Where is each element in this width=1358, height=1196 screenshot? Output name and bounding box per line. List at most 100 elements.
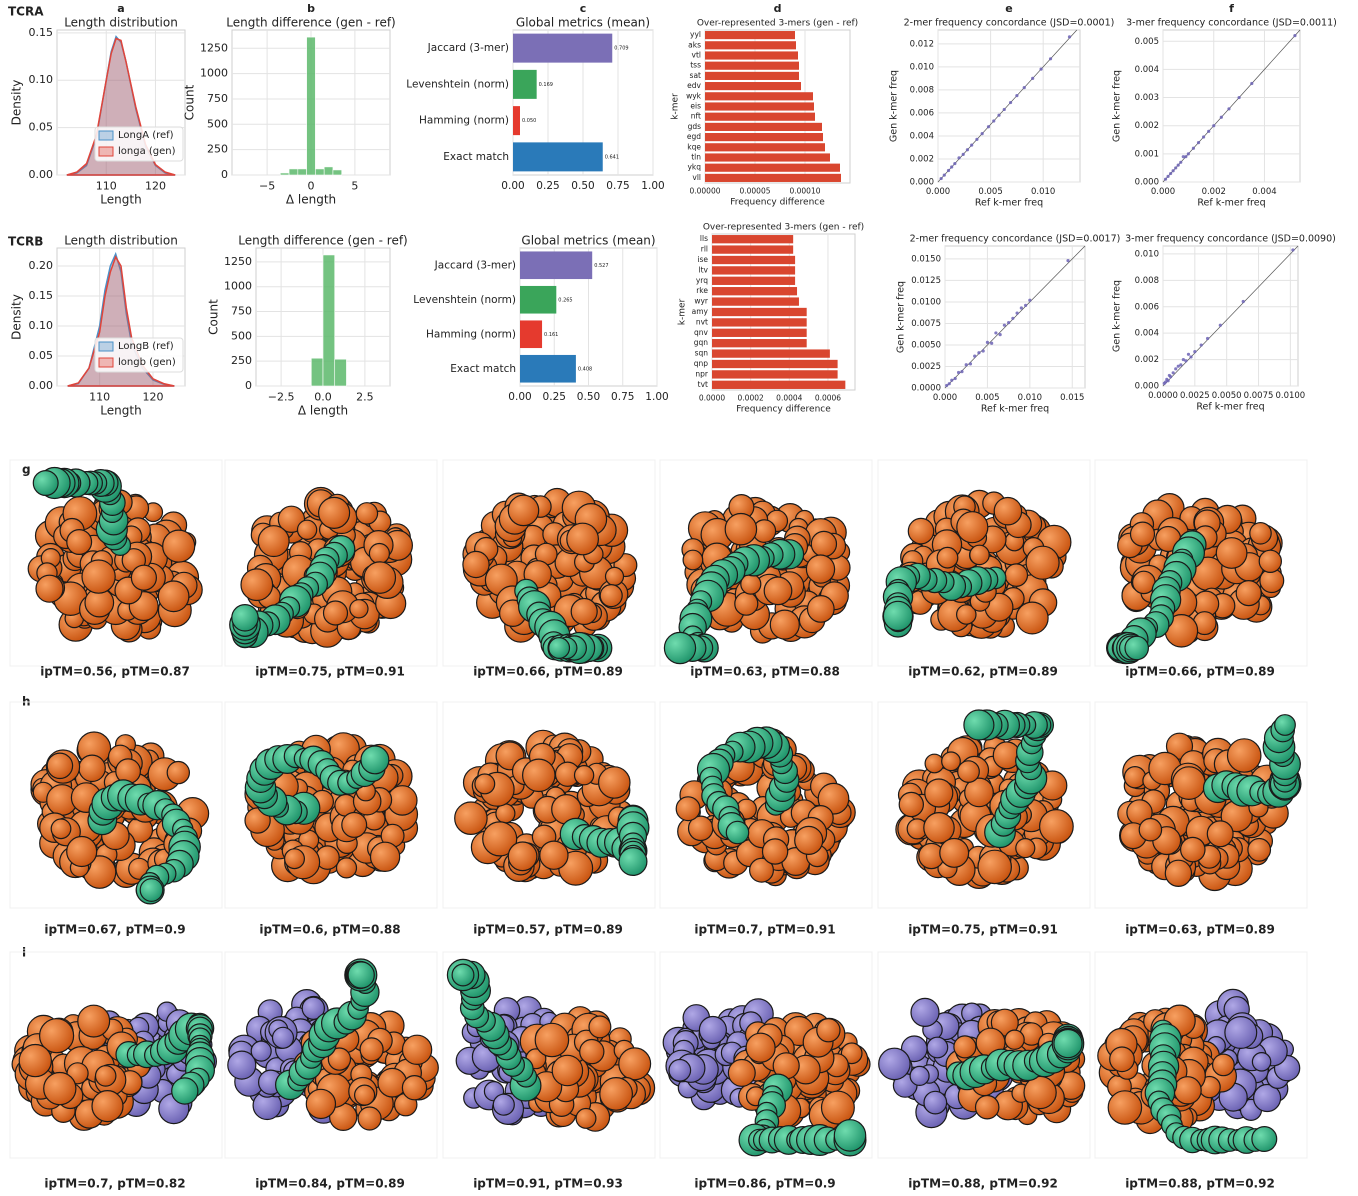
atom-sphere xyxy=(1173,1076,1202,1105)
bar xyxy=(705,153,830,162)
atom-sphere xyxy=(907,517,935,545)
atom-sphere xyxy=(898,791,925,818)
scatter-point xyxy=(1028,298,1032,302)
atom-sphere xyxy=(1053,1028,1083,1059)
atom-sphere xyxy=(745,1032,776,1063)
y-tick-label: 0.10 xyxy=(29,73,54,86)
bar xyxy=(712,318,807,327)
atom-sphere xyxy=(548,636,571,659)
x-tick-label: 0.0000 xyxy=(1148,391,1178,401)
scatter-point xyxy=(1174,367,1178,371)
scatter-point xyxy=(1291,248,1295,252)
bar xyxy=(712,307,807,317)
atom-sphere xyxy=(924,753,945,774)
atom-sphere xyxy=(1252,1083,1282,1113)
bar xyxy=(513,106,520,136)
structure-image xyxy=(442,459,656,667)
atom-sphere xyxy=(507,841,538,872)
image-frame xyxy=(224,701,438,909)
scatter-point xyxy=(1250,81,1254,86)
x-tick-label: 0.0000 xyxy=(699,394,725,403)
atom-sphere xyxy=(360,745,390,775)
atom-sphere xyxy=(1123,766,1147,789)
y-tick-label: sat xyxy=(690,71,702,80)
atom-sphere xyxy=(1249,521,1272,545)
scatter-point xyxy=(1002,323,1006,327)
scatter-point xyxy=(942,173,946,177)
x-tick-label: 0.25 xyxy=(536,180,559,192)
atom-sphere xyxy=(1107,1090,1143,1125)
scatter-point xyxy=(997,113,1001,117)
x-tick-label: 0.00005 xyxy=(739,187,770,196)
x-tick-label: 0.0050 xyxy=(1212,391,1242,401)
y-tick-label: tss xyxy=(690,61,701,70)
atom-sphere xyxy=(1138,817,1163,842)
atom-sphere xyxy=(833,1119,867,1152)
atom-sphere xyxy=(401,1074,428,1101)
atom-sphere xyxy=(1224,1015,1258,1049)
scatter-point xyxy=(945,383,949,388)
atom-sphere xyxy=(1124,635,1149,661)
legend-label: LongB (ref) xyxy=(118,341,174,352)
scatter-point xyxy=(1218,323,1222,327)
y-tick-label: Hamming (norm) xyxy=(426,328,516,340)
y-tick-label: 0.00 xyxy=(29,168,54,181)
y-tick-label: lls xyxy=(700,234,708,243)
y-tick-label: ise xyxy=(697,255,708,264)
y-tick-label: aks xyxy=(688,40,701,49)
scatter-point xyxy=(1015,311,1019,315)
scatter-point xyxy=(1008,100,1013,105)
y-tick-label: nft xyxy=(691,112,701,121)
y-tick-label: vll xyxy=(692,173,701,182)
scatter-point xyxy=(968,362,973,366)
atom-sphere xyxy=(820,1090,855,1125)
scatter-point xyxy=(1166,174,1170,178)
atom-sphere xyxy=(240,568,274,602)
y-tick-label: qnv xyxy=(694,328,709,337)
scatter-point xyxy=(1019,306,1023,310)
y-tick-label: 0.000 xyxy=(910,178,934,188)
scatter-point xyxy=(1199,343,1203,347)
structure-caption: ipTM=0.66, pTM=0.89 xyxy=(473,665,623,679)
y-tick-label: 0.0125 xyxy=(911,276,941,286)
structure-image xyxy=(9,951,223,1159)
scatter-point xyxy=(973,354,977,358)
bar xyxy=(712,276,796,285)
y-axis-label: Gen k-mer freq xyxy=(1112,280,1123,352)
scatter-point xyxy=(1179,160,1183,164)
y-tick-label: 0.005 xyxy=(1135,37,1159,47)
atom-sphere xyxy=(271,1026,295,1049)
scatter-point xyxy=(965,148,970,152)
y-tick-label: gds xyxy=(688,122,702,131)
scatter-point xyxy=(1241,299,1245,304)
y-axis-label: Count xyxy=(207,299,221,335)
bar xyxy=(705,112,815,121)
histogram-bar xyxy=(310,357,324,387)
scatter-point xyxy=(946,168,951,173)
y-tick-label: 0.002 xyxy=(910,154,934,164)
x-tick-label: 0.010 xyxy=(1031,187,1055,197)
y-tick-label: 0.012 xyxy=(910,39,934,49)
atom-sphere xyxy=(1004,1029,1025,1050)
density-area xyxy=(66,37,176,176)
scatter-point xyxy=(1011,316,1015,320)
x-tick-label: 0.000 xyxy=(933,393,957,403)
image-frame xyxy=(442,951,656,1159)
chart-panel: 3-mer frequency concordance (JSD=0.0090)… xyxy=(1112,234,1336,413)
y-tick-label: 0.05 xyxy=(29,349,54,362)
atom-sphere xyxy=(1258,549,1283,574)
chart-title: 3-mer frequency concordance (JSD=0.0090) xyxy=(1125,234,1336,245)
panel-label: e xyxy=(1005,2,1012,15)
atom-sphere xyxy=(1180,836,1206,863)
x-axis-label: Ref k-mer freq xyxy=(1197,198,1265,209)
atom-sphere xyxy=(1015,601,1049,635)
value-label: 0.408 xyxy=(578,366,592,372)
y-axis-label: k-mer xyxy=(678,298,688,325)
chart-panel: e 2-mer frequency concordance (JSD=0.0001… xyxy=(889,2,1115,209)
x-tick-label: 0.0 xyxy=(314,390,332,403)
structure-image xyxy=(1094,701,1308,909)
bar xyxy=(705,61,799,70)
y-tick-label: tvt xyxy=(698,380,708,389)
atom-sphere xyxy=(50,818,72,840)
x-tick-label: 0.0004 xyxy=(776,394,802,403)
